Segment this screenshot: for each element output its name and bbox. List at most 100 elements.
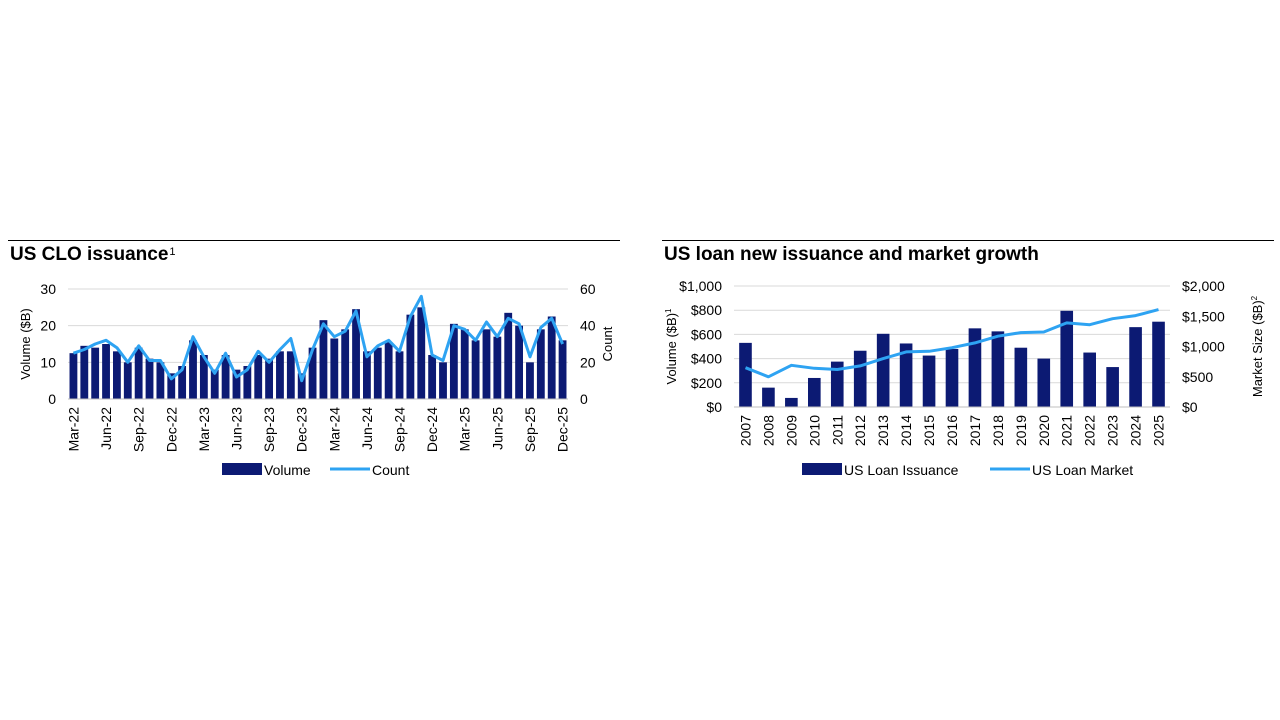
x-tick-label: 2014 [898, 415, 914, 446]
volume-bar [308, 347, 317, 399]
x-tick-label: Mar-24 [326, 407, 342, 452]
volume-bar [123, 362, 132, 399]
title-footnote: 1 [169, 246, 176, 258]
volume-bar [493, 336, 502, 399]
x-tick-label: Sep-22 [131, 407, 147, 452]
volume-bar [428, 355, 437, 399]
volume-bar [319, 320, 328, 399]
volume-bar [991, 331, 1005, 407]
volume-bar [113, 351, 121, 399]
y-tick-label: 0 [48, 391, 56, 407]
volume-bar [460, 329, 469, 399]
x-tick-label: 2019 [1013, 415, 1029, 446]
x-tick-label: 2008 [760, 415, 776, 446]
volume-bar [1106, 367, 1119, 407]
y-tick-label: 10 [40, 354, 56, 370]
volume-bar [265, 358, 273, 399]
volume-bar [102, 344, 110, 399]
legend-bar-label: US Loan Issuance [844, 462, 959, 478]
legend-line-label: US Loan Market [1032, 462, 1133, 478]
legend-line-label: Count [372, 462, 409, 478]
y-tick-label: $200 [691, 375, 722, 391]
x-tick-label: Jun-24 [359, 407, 375, 450]
volume-bar [808, 377, 821, 407]
volume-bar [243, 366, 252, 399]
y-tick-label: $800 [691, 302, 722, 318]
x-tick-label: 2016 [944, 415, 960, 446]
volume-bar [395, 351, 404, 399]
x-tick-label: 2020 [1036, 415, 1052, 446]
volume-bar [449, 323, 458, 399]
x-tick-label: Jun-25 [489, 407, 505, 450]
x-tick-label: Mar-22 [65, 407, 81, 452]
volume-bar [232, 369, 241, 399]
x-tick-label: 2012 [852, 415, 868, 446]
volume-bar [69, 353, 78, 399]
y-axis-title: Volume ($B)1 [664, 308, 679, 385]
volume-bar [547, 316, 556, 399]
volume-bar [899, 343, 913, 407]
volume-bar [1037, 358, 1051, 407]
legend-bar-label: Volume [264, 462, 311, 478]
y2-tick-label: $1,500 [1182, 308, 1225, 324]
count-line [744, 308, 1159, 379]
x-tick-label: 2022 [1082, 415, 1098, 446]
volume-bar [199, 355, 208, 399]
volume-bar [406, 314, 415, 399]
title-rule [662, 240, 1274, 241]
volume-bar [91, 347, 100, 399]
x-tick-label: Mar-25 [457, 407, 473, 452]
volume-bar [830, 361, 844, 407]
y2-axis-title-footnote: 2 [1250, 295, 1259, 300]
volume-bar [536, 329, 545, 399]
volume-bar [276, 351, 284, 399]
title-rule [8, 240, 620, 241]
volume-bar [352, 309, 360, 399]
legend-bar-swatch [222, 463, 262, 475]
volume-bar [156, 362, 165, 399]
volume-bar [945, 348, 959, 407]
x-tick-label: 2018 [990, 415, 1006, 446]
y2-axis-title: Market Size ($B)2 [1250, 295, 1265, 397]
volume-bar [254, 355, 263, 399]
x-tick-label: 2024 [1128, 415, 1144, 446]
y-tick-label: $0 [706, 399, 722, 415]
volume-bar [384, 342, 393, 399]
volume-bar [471, 340, 480, 399]
x-tick-label: Dec-25 [555, 407, 571, 452]
y2-tick-label: 0 [580, 391, 588, 407]
volume-bar [1152, 321, 1165, 407]
volume-bar [515, 325, 523, 399]
volume-bar [80, 345, 89, 399]
volume-bar [178, 366, 187, 399]
volume-bar [210, 369, 219, 399]
volume-bar [922, 355, 936, 407]
y2-axis-title: Count [600, 326, 615, 361]
loan-issuance-chart: $0 $200 $400 $600 $800 $1,000 $0 $500 $1,000 $1,5… [664, 278, 1265, 478]
volume-bar [286, 351, 295, 399]
volume-bar [167, 373, 176, 399]
x-tick-label: Sep-24 [392, 407, 408, 452]
volume-bar [330, 338, 339, 399]
y2-tick-label: $500 [1182, 369, 1213, 385]
volume-bar [1060, 310, 1074, 407]
volume-bar [373, 347, 382, 399]
x-tick-label: 2025 [1151, 415, 1167, 446]
x-tick-label: 2011 [829, 415, 845, 445]
x-tick-label: 2007 [738, 415, 754, 446]
legend-bar-swatch [802, 463, 842, 475]
volume-bar [1129, 327, 1142, 407]
loan-issuance-panel: US loan new issuance and market growth $… [662, 240, 1274, 490]
x-tick-label: 2013 [875, 415, 891, 446]
y-tick-label: 30 [40, 281, 56, 297]
volume-bar [417, 307, 426, 399]
y-tick-label: $600 [691, 326, 722, 342]
volume-bar [1014, 347, 1028, 407]
x-tick-label: Jun-22 [98, 407, 114, 450]
x-tick-label: 2015 [921, 415, 937, 446]
volume-bar [297, 373, 306, 399]
x-tick-label: 2017 [967, 415, 983, 446]
y2-tick-label: $2,000 [1182, 278, 1225, 294]
volume-bar [968, 328, 982, 407]
clo-issuance-panel: US CLO issuance1 0 10 20 30 0 20 40 60 Mar-22 Jun… [8, 240, 620, 490]
